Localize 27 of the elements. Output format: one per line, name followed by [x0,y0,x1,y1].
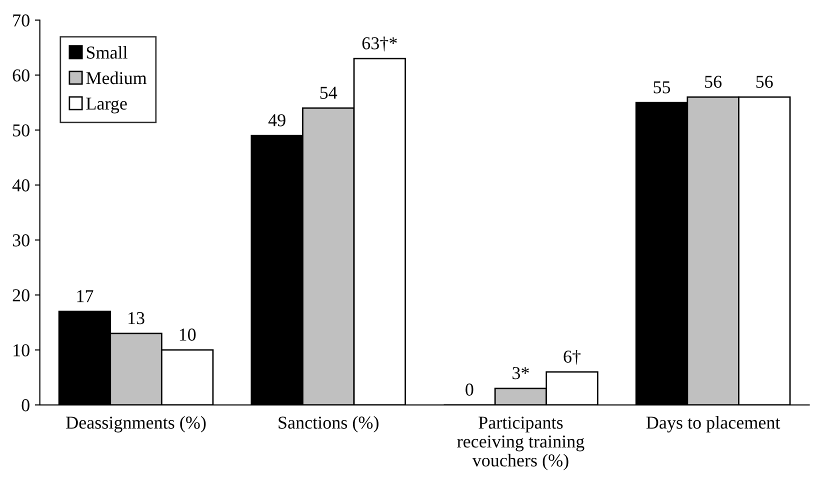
y-tick-label: 10 [14,344,30,356]
y-tick-label: 40 [12,179,30,192]
y-tick-label: 20 [12,289,30,302]
data-label: 10 [180,328,196,341]
y-tick-label: 60 [12,69,30,82]
data-label: 54 [320,86,338,99]
data-label: 0 [466,384,474,396]
data-label: 63†* [362,36,397,52]
x-tick-label: Participants receiving training vouchers (%) [457,416,584,470]
y-tick-label: 70 [13,14,30,27]
data-label: 6† [564,350,580,365]
data-label: 13 [128,312,144,324]
legend-label: Medium [86,71,147,84]
legend-label: Large [86,98,127,114]
x-tick-label: Days to placement [646,416,780,432]
y-tick-label: 50 [13,124,30,137]
data-label: 49 [268,114,286,126]
data-label: 55 [654,81,670,94]
data-label: 17 [77,290,94,302]
data-label: 3* [512,367,529,380]
y-tick-label: 30 [12,234,30,246]
legend-label: Small [86,46,128,59]
x-tick-label: Sanctions (%) [278,416,378,432]
data-label: 56 [756,76,773,88]
x-tick-label: Deassignments (%) [66,416,206,432]
y-tick-label: 0 [22,399,30,412]
data-label: 56 [705,76,722,88]
